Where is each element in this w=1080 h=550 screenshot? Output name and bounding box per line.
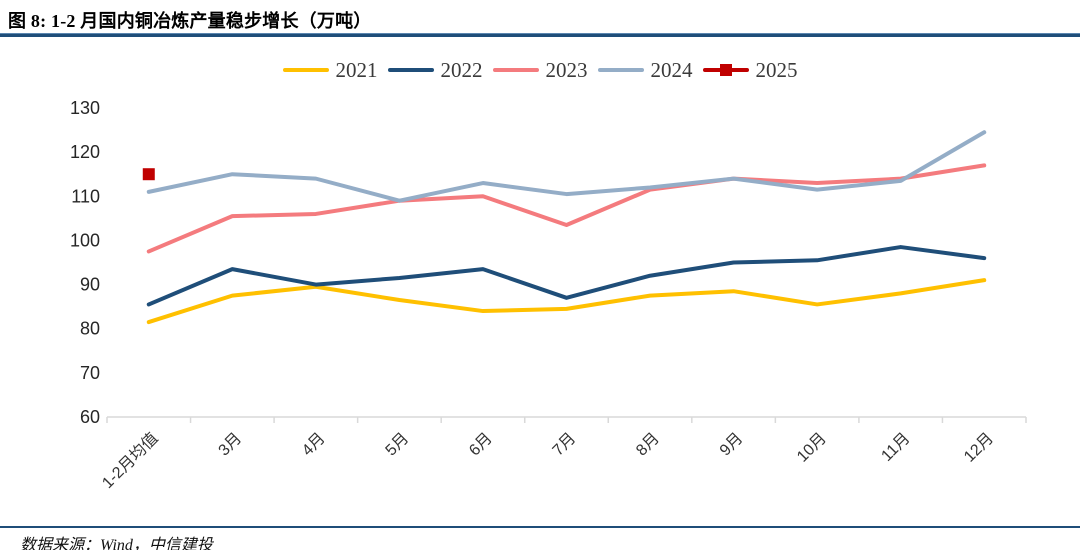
x-tick-label: 11月 <box>878 430 913 465</box>
legend-item-2024: 2024 <box>597 57 693 83</box>
legend-label: 2025 <box>755 57 798 82</box>
x-tick-label: 4月 <box>299 430 329 460</box>
y-tick-label: 130 <box>70 98 100 118</box>
title-divider <box>0 33 1080 37</box>
square-marker-icon <box>719 64 732 76</box>
legend-item-2021: 2021 <box>282 57 378 83</box>
legend-swatch-2025 <box>702 63 749 77</box>
x-tick-label: 9月 <box>717 430 747 460</box>
series-line-2023 <box>146 163 987 254</box>
y-tick-label: 70 <box>80 363 100 383</box>
data-source-note: 数据来源：Wind，中信建投 <box>20 537 213 550</box>
series-line-2024 <box>146 130 987 203</box>
legend-label: 2024 <box>650 57 693 82</box>
y-tick-label: 100 <box>70 230 100 250</box>
legend-item-2022: 2022 <box>387 57 483 83</box>
legend-swatch-2023 <box>492 63 539 77</box>
chart-legend: 2021 2022 2023 2024 2025 <box>0 57 1080 83</box>
footer-divider <box>0 526 1080 528</box>
x-tick-label: 3月 <box>216 430 246 460</box>
legend-swatch-2021 <box>282 63 329 77</box>
y-tick-label: 110 <box>71 186 100 206</box>
y-tick-label: 80 <box>80 319 100 339</box>
plot-area: 60 70 80 90 100 110 120 130 1-2月均值 3月 4月 5月 6月 7月 8月 9月… <box>0 90 1080 500</box>
legend-label: 2021 <box>335 57 378 82</box>
x-tick-label: 6月 <box>466 430 496 460</box>
series-line-2022 <box>146 245 987 307</box>
y-tick-label: 90 <box>80 275 100 295</box>
x-tick-label: 1-2月均值 <box>99 429 162 492</box>
x-tick-label: 7月 <box>550 430 580 460</box>
legend-label: 2022 <box>440 57 483 82</box>
x-tick-label: 8月 <box>633 430 663 460</box>
x-tick-label: 10月 <box>794 430 830 466</box>
legend-label: 2023 <box>545 57 588 82</box>
legend-swatch-2022 <box>387 63 434 77</box>
chart-title: 图 8: 1-2 月国内铜冶炼产量稳步增长（万吨） <box>8 11 372 31</box>
legend-swatch-2024 <box>597 63 644 77</box>
series-line-2021 <box>146 278 987 325</box>
legend-item-2025: 2025 <box>702 57 798 83</box>
line-chart: 60 70 80 90 100 110 120 130 1-2月均值 3月 4月 5月 6月 7月 8月 9月… <box>70 98 1027 492</box>
y-tick-label: 120 <box>70 142 100 162</box>
x-tick-label: 12月 <box>961 430 997 466</box>
legend-item-2023: 2023 <box>492 57 588 83</box>
x-tick-label: 5月 <box>383 430 413 460</box>
y-tick-label: 60 <box>80 407 100 427</box>
series-marker-2025 <box>142 168 155 181</box>
